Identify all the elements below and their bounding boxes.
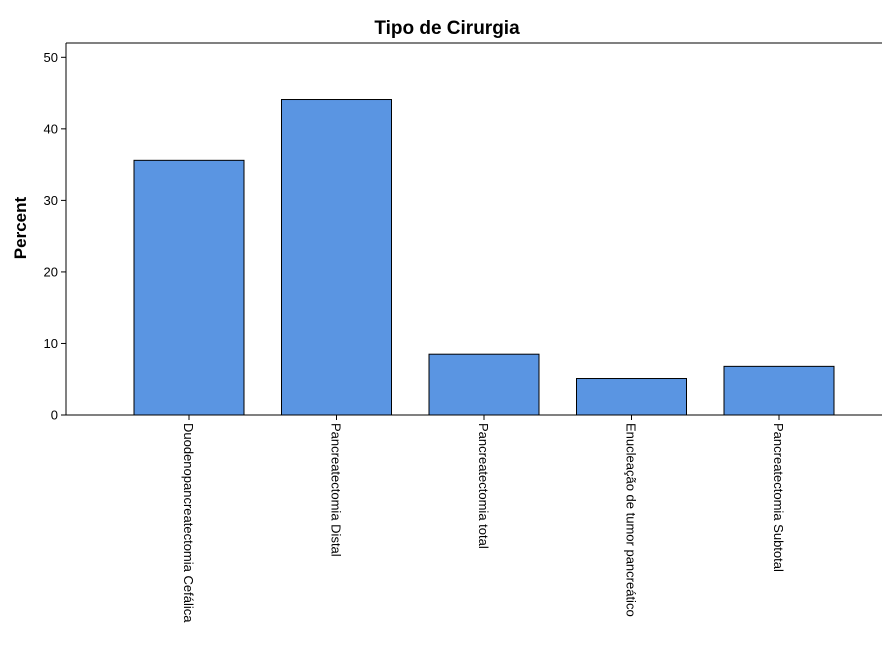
y-axis-label: Percent xyxy=(11,196,30,259)
y-tick-label: 30 xyxy=(44,193,58,208)
bar xyxy=(281,99,392,416)
y-tick-label: 20 xyxy=(44,264,58,279)
plot-area: 0 10 20 30 40 50 Duodenopancreatectomia Cefáli… xyxy=(44,42,882,623)
bar xyxy=(576,378,687,416)
x-category-label: Pancreatectomia Distal xyxy=(329,423,344,557)
y-tick-label: 50 xyxy=(44,50,58,65)
bar xyxy=(428,353,540,416)
bar xyxy=(723,365,835,416)
x-category-label: Pancreatectomia total xyxy=(476,423,491,549)
y-tick-label: 0 xyxy=(51,408,58,423)
y-tick-label: 40 xyxy=(44,121,58,136)
y-tick-label: 10 xyxy=(44,336,58,351)
x-category-label: Pancreatectomia Subtotal xyxy=(771,423,786,572)
chart-title: Tipo de Cirurgia xyxy=(374,18,520,39)
bar xyxy=(133,159,245,416)
x-category-label: Enucleação de tumor pancreático xyxy=(624,423,639,617)
x-category-label: Duodenopancreatectomia Cefálica xyxy=(181,423,196,623)
